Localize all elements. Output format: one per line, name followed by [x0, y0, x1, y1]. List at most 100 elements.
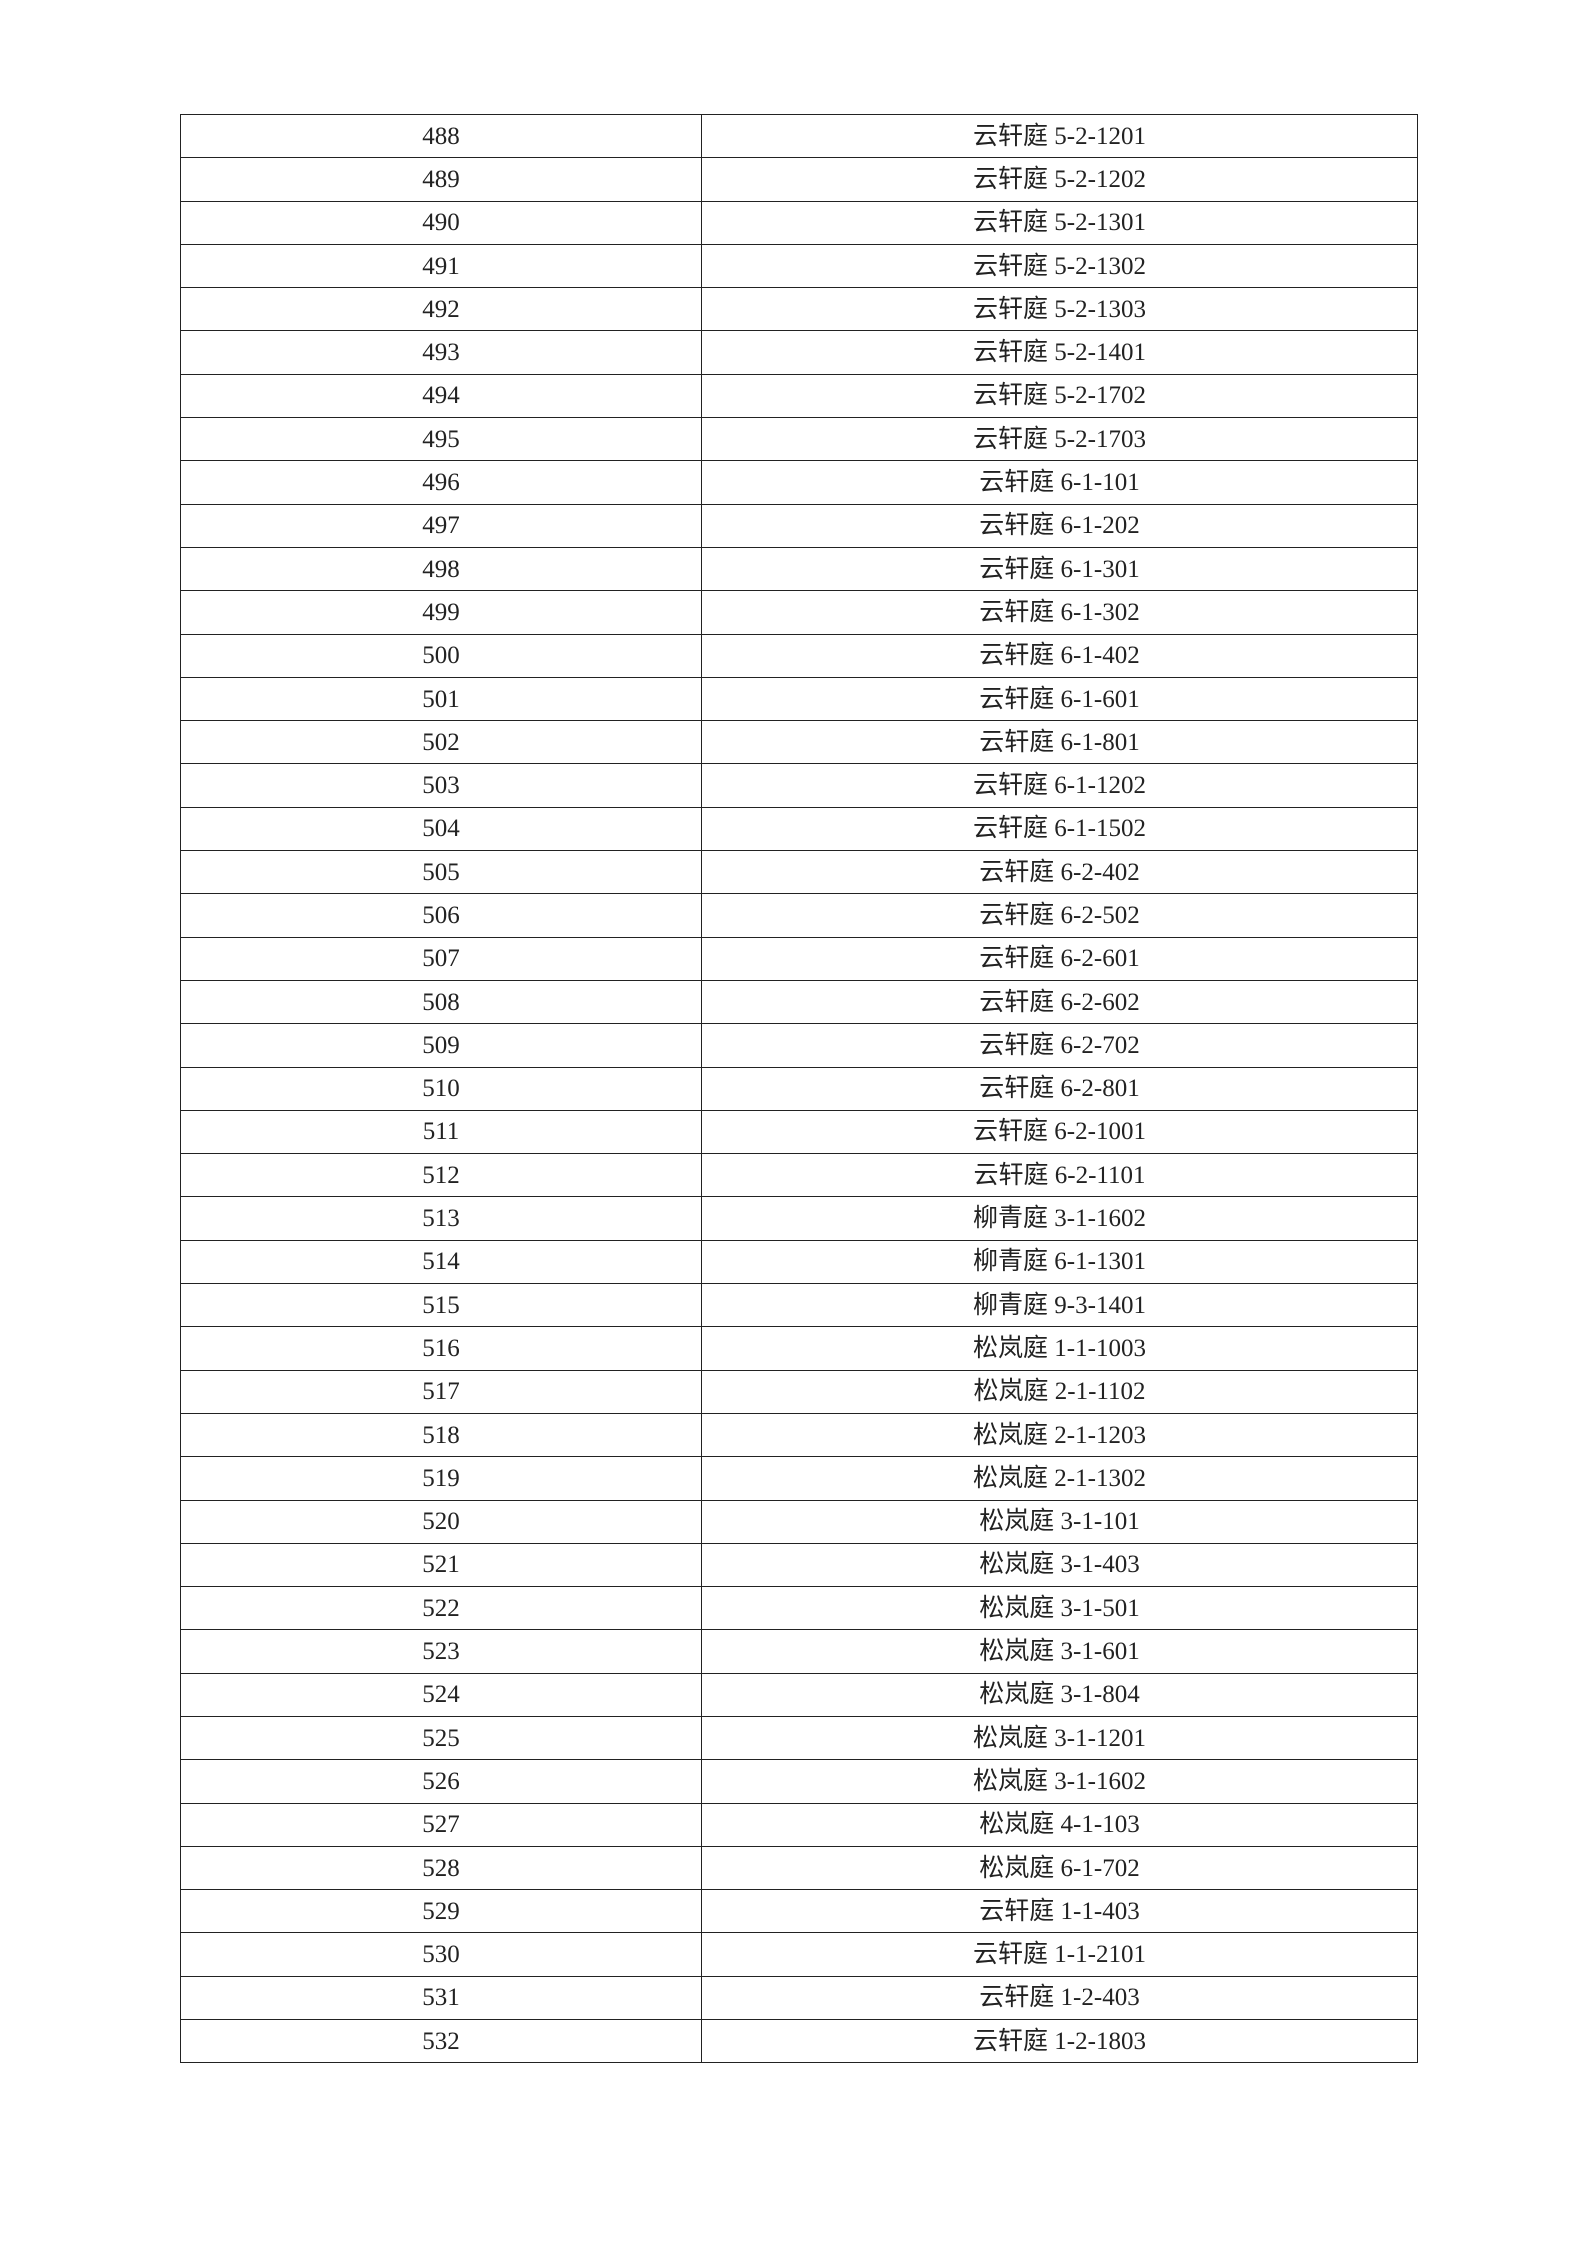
unit-address-cell: 云轩庭 1-2-1803 [701, 2019, 1418, 2064]
table-row: 488 云轩庭 5-2-1201 [180, 113, 1418, 159]
row-number-cell: 501 [180, 676, 702, 722]
row-number-cell: 524 [180, 1672, 702, 1717]
unit-address-cell: 云轩庭 5-2-1401 [701, 330, 1418, 375]
unit-address-cell: 柳青庭 9-3-1401 [701, 1283, 1418, 1328]
row-number-cell: 506 [180, 893, 702, 938]
unit-address-cell: 柳青庭 3-1-1602 [701, 1196, 1418, 1241]
table-row: 491 云轩庭 5-2-1302 [180, 243, 1418, 289]
row-number-cell: 494 [180, 373, 702, 419]
table-row: 496 云轩庭 6-1-101 [180, 460, 1418, 505]
row-number-cell: 510 [180, 1066, 702, 1111]
unit-address-cell: 松岚庭 1-1-1003 [701, 1326, 1418, 1371]
unit-address-cell: 云轩庭 6-1-601 [701, 676, 1418, 722]
row-number-cell: 525 [180, 1715, 702, 1761]
row-number-cell: 495 [180, 417, 702, 462]
unit-address-cell: 云轩庭 5-2-1202 [701, 157, 1418, 202]
table-row: 489 云轩庭 5-2-1202 [180, 157, 1418, 202]
unit-address-cell: 云轩庭 5-2-1702 [701, 373, 1418, 419]
row-number-cell: 522 [180, 1586, 702, 1631]
unit-address-cell: 松岚庭 3-1-601 [701, 1629, 1418, 1674]
row-number-cell: 504 [180, 806, 702, 852]
table-row: 525 松岚庭 3-1-1201 [180, 1715, 1418, 1761]
table-row: 518 松岚庭 2-1-1203 [180, 1412, 1418, 1458]
row-number-cell: 515 [180, 1283, 702, 1328]
row-number-cell: 519 [180, 1456, 702, 1501]
table-row: 520 松岚庭 3-1-101 [180, 1499, 1418, 1544]
table-row: 527 松岚庭 4-1-103 [180, 1802, 1418, 1847]
table-row: 519 松岚庭 2-1-1302 [180, 1456, 1418, 1501]
unit-address-cell: 云轩庭 5-2-1201 [701, 113, 1418, 159]
table-row: 493 云轩庭 5-2-1401 [180, 330, 1418, 375]
unit-address-cell: 云轩庭 6-1-1502 [701, 806, 1418, 852]
unit-address-cell: 云轩庭 6-2-702 [701, 1023, 1418, 1068]
row-number-cell: 500 [180, 633, 702, 678]
unit-address-cell: 松岚庭 3-1-501 [701, 1586, 1418, 1631]
table-row: 500 云轩庭 6-1-402 [180, 633, 1418, 678]
unit-address-cell: 云轩庭 6-2-402 [701, 850, 1418, 895]
unit-address-cell: 云轩庭 6-1-202 [701, 503, 1418, 548]
table-row: 513 柳青庭 3-1-1602 [180, 1196, 1418, 1241]
row-number-cell: 492 [180, 287, 702, 332]
table-row: 529 云轩庭 1-1-403 [180, 1889, 1418, 1934]
row-number-cell: 505 [180, 850, 702, 895]
unit-address-cell: 云轩庭 6-2-502 [701, 893, 1418, 938]
table-row: 497 云轩庭 6-1-202 [180, 503, 1418, 548]
table-row: 511 云轩庭 6-2-1001 [180, 1109, 1418, 1155]
table-row: 517 松岚庭 2-1-1102 [180, 1369, 1418, 1414]
table-row: 499 云轩庭 6-1-302 [180, 590, 1418, 635]
row-number-cell: 526 [180, 1759, 702, 1804]
table-row: 490 云轩庭 5-2-1301 [180, 200, 1418, 245]
table-row: 494 云轩庭 5-2-1702 [180, 373, 1418, 419]
unit-address-cell: 松岚庭 3-1-1602 [701, 1759, 1418, 1804]
table-row: 531 云轩庭 1-2-403 [180, 1975, 1418, 2021]
table-row: 492 云轩庭 5-2-1303 [180, 287, 1418, 332]
row-number-cell: 513 [180, 1196, 702, 1241]
row-number-cell: 512 [180, 1153, 702, 1198]
table-row: 512 云轩庭 6-2-1101 [180, 1153, 1418, 1198]
table-row: 506 云轩庭 6-2-502 [180, 893, 1418, 938]
row-number-cell: 520 [180, 1499, 702, 1544]
unit-address-cell: 云轩庭 6-1-1202 [701, 763, 1418, 808]
row-number-cell: 532 [180, 2019, 702, 2064]
row-number-cell: 490 [180, 200, 702, 245]
table-row: 495 云轩庭 5-2-1703 [180, 417, 1418, 462]
table-body: 488 云轩庭 5-2-1201 489 云轩庭 5-2-1202 490 云轩庭 5-2… [180, 113, 1418, 2064]
table-row: 509 云轩庭 6-2-702 [180, 1023, 1418, 1068]
row-number-cell: 518 [180, 1412, 702, 1458]
row-number-cell: 516 [180, 1326, 702, 1371]
unit-address-cell: 松岚庭 4-1-103 [701, 1802, 1418, 1847]
unit-address-cell: 云轩庭 1-1-2101 [701, 1932, 1418, 1977]
unit-address-cell: 柳青庭 6-1-1301 [701, 1239, 1418, 1285]
unit-address-cell: 松岚庭 2-1-1302 [701, 1456, 1418, 1501]
table-row: 523 松岚庭 3-1-601 [180, 1629, 1418, 1674]
table-row: 526 松岚庭 3-1-1602 [180, 1759, 1418, 1804]
row-number-cell: 507 [180, 936, 702, 981]
row-number-cell: 499 [180, 590, 702, 635]
table-row: 504 云轩庭 6-1-1502 [180, 806, 1418, 852]
row-number-cell: 503 [180, 763, 702, 808]
unit-address-cell: 云轩庭 6-1-801 [701, 720, 1418, 765]
row-number-cell: 497 [180, 503, 702, 548]
row-number-cell: 498 [180, 546, 702, 592]
table-row: 532 云轩庭 1-2-1803 [180, 2019, 1418, 2064]
table-row: 510 云轩庭 6-2-801 [180, 1066, 1418, 1111]
table-row: 521 松岚庭 3-1-403 [180, 1542, 1418, 1588]
unit-address-cell: 云轩庭 6-2-801 [701, 1066, 1418, 1111]
row-number-cell: 521 [180, 1542, 702, 1588]
unit-address-cell: 松岚庭 6-1-702 [701, 1845, 1418, 1891]
table-row: 524 松岚庭 3-1-804 [180, 1672, 1418, 1717]
table-row: 528 松岚庭 6-1-702 [180, 1845, 1418, 1891]
table-row: 502 云轩庭 6-1-801 [180, 720, 1418, 765]
unit-address-cell: 云轩庭 6-1-402 [701, 633, 1418, 678]
row-number-cell: 531 [180, 1975, 702, 2021]
unit-address-cell: 云轩庭 5-2-1303 [701, 287, 1418, 332]
row-number-cell: 528 [180, 1845, 702, 1891]
unit-address-cell: 云轩庭 5-2-1301 [701, 200, 1418, 245]
row-number-cell: 493 [180, 330, 702, 375]
row-number-cell: 517 [180, 1369, 702, 1414]
row-number-cell: 527 [180, 1802, 702, 1847]
table-row: 505 云轩庭 6-2-402 [180, 850, 1418, 895]
row-number-cell: 508 [180, 979, 702, 1025]
unit-address-cell: 云轩庭 6-2-1001 [701, 1109, 1418, 1155]
row-number-cell: 496 [180, 460, 702, 505]
